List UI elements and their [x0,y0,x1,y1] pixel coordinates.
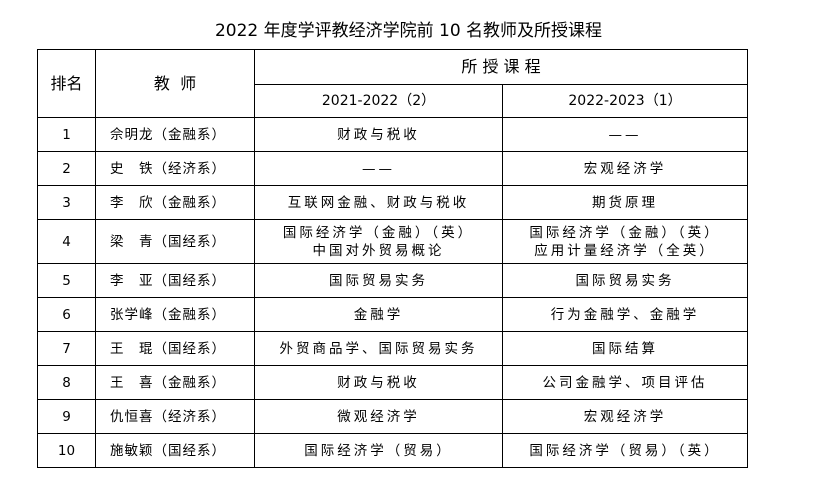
rank-cell: 7 [37,331,96,366]
term-2-courses-cell: 公司金融学、项目评估 [502,365,748,400]
header-teacher: 教 师 [95,49,255,118]
course-line: 财政与税收 [337,374,420,391]
term-1-courses-cell: 外贸商品学、国际贸易实务 [254,331,503,366]
course-line: 金融学 [353,306,404,323]
teacher-cell: 佘明龙（金融系） [95,117,255,152]
term-2-courses-cell: 宏观经济学 [502,151,748,186]
header-term-2: 2022-2023（1） [502,84,748,118]
table-row: 9 仇恒喜（经济系） 微观经济学 宏观经济学 [37,399,748,434]
term-1-courses-cell: 互联网金融、财政与税收 [254,185,503,220]
term-2-courses-cell: —— [502,117,748,152]
table-row: 10 施敏颖（国经系） 国际经济学（贸易） 国际经济学（贸易）（英） [37,433,748,468]
rank-cell: 9 [37,399,96,434]
teacher-cell: 王 喜（金融系） [95,365,255,400]
term-2-courses-cell: 国际经济学（金融）（英） 应用计量经济学（全英） [502,219,748,264]
course-line: —— [362,160,395,177]
teacher-cell: 李 欣（金融系） [95,185,255,220]
course-line: 宏观经济学 [583,160,667,177]
term-1-courses-cell: 财政与税收 [254,117,503,152]
table-row: 6 张学峰（金融系） 金融学 行为金融学、金融学 [37,297,748,332]
course-line: —— [608,126,642,143]
term-2-courses-cell: 宏观经济学 [502,399,748,434]
term-2-courses-cell: 国际贸易实务 [502,263,748,298]
header-term-1: 2021-2022（2） [254,84,503,118]
term-1-courses-cell: 国际经济学（金融）（英） 中国对外贸易概论 [254,219,503,264]
teacher-cell: 李 亚（国经系） [95,263,255,298]
teacher-cell: 施敏颖（国经系） [95,433,255,468]
course-line: 国际经济学（贸易）（英） [529,442,721,459]
term-2-courses-cell: 国际经济学（贸易）（英） [502,433,748,468]
course-line: 中国对外贸易概论 [312,242,445,259]
term-1-courses-cell: —— [254,151,503,186]
course-line: 财政与税收 [337,126,420,143]
course-line: 国际经济学（金融）（英） [282,224,475,241]
rank-cell: 1 [37,117,96,152]
teacher-course-table: 排名 教 师 所 授 课 程 2021-2022（2） 2022-2023（1）… [37,49,748,468]
header-rank: 排名 [37,49,96,118]
course-line: 应用计量经济学（全英） [534,242,716,259]
teacher-cell: 王 琨（国经系） [95,331,255,366]
course-line: 外贸商品学、国际贸易实务 [279,340,478,357]
rank-cell: 10 [37,433,96,468]
course-line: 国际贸易实务 [329,272,428,289]
term-2-courses-cell: 期货原理 [502,185,748,220]
term-2-courses-cell: 行为金融学、金融学 [502,297,748,332]
teacher-cell: 仇恒喜（经济系） [95,399,255,434]
document-title: 2022 年度学评教经济学院前 10 名教师及所授课程 [214,21,603,41]
rank-cell: 3 [37,185,96,220]
course-line: 公司金融学、项目评估 [542,374,708,391]
rank-cell: 4 [37,219,96,264]
term-1-courses-cell: 国际贸易实务 [254,263,503,298]
course-line: 国际经济学（贸易） [304,442,453,459]
course-line: 国际经济学（金融）（英） [529,224,721,241]
course-line: 国际结算 [592,340,658,357]
rank-cell: 2 [37,151,96,186]
rank-cell: 6 [37,297,96,332]
table-row: 1 佘明龙（金融系） 财政与税收 —— [37,117,748,152]
term-1-courses-cell: 金融学 [254,297,503,332]
term-2-courses-cell: 国际结算 [502,331,748,366]
course-line: 微观经济学 [337,408,420,425]
teacher-cell: 张学峰（金融系） [95,297,255,332]
course-line: 宏观经济学 [583,408,667,425]
header-courses: 所 授 课 程 [254,49,748,85]
teacher-cell: 梁 青（国经系） [95,219,255,264]
term-1-courses-cell: 财政与税收 [254,365,503,400]
teacher-cell: 史 铁（经济系） [95,151,255,186]
course-line: 国际贸易实务 [575,272,675,289]
term-1-courses-cell: 国际经济学（贸易） [254,433,503,468]
course-line: 行为金融学、金融学 [550,306,700,323]
course-line: 期货原理 [592,194,658,211]
rank-cell: 5 [37,263,96,298]
term-1-courses-cell: 微观经济学 [254,399,503,434]
course-line: 互联网金融、财政与税收 [287,194,470,211]
rank-cell: 8 [37,365,96,400]
